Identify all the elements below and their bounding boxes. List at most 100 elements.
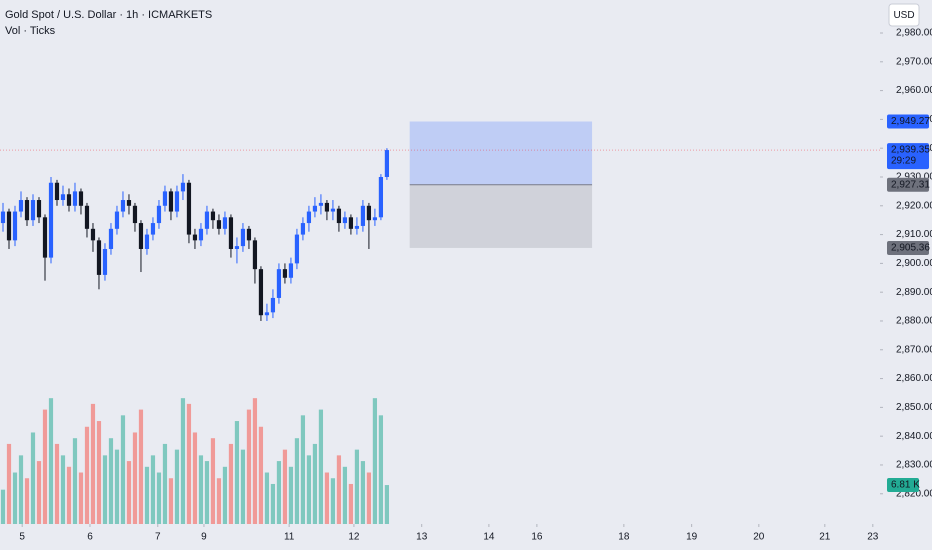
volume-bar [300,415,306,524]
candle-body [18,200,24,212]
candle-body [6,211,12,241]
volume-bar [264,472,270,524]
x-tick-label: 23 [867,532,879,543]
volume-bar [378,415,384,524]
candle-body [114,211,120,229]
target-price-tag-box [887,114,929,129]
x-tick-label: 5 [19,532,25,543]
candle-body [180,182,186,192]
volume-bar [102,455,108,524]
candle-body [246,228,252,241]
volume-bar [372,398,378,524]
current-price-box [887,143,929,170]
x-tick-label: 20 [753,532,765,543]
entry-price-tag-box [887,177,929,192]
x-tick-label: 7 [155,532,161,543]
volume-bar [288,466,294,524]
volume-bar [360,461,366,524]
candle-body [84,205,90,229]
volume-tag-box [887,478,919,493]
candle-body [174,191,180,212]
chart-title: Gold Spot / U.S. Dollar · 1h · ICMARKETS [5,9,212,21]
candle-body [42,217,48,258]
y-tick-label: 2,860.00 [896,373,932,384]
volume-bar [222,466,228,524]
candle-body [240,228,246,247]
volume-bar [78,472,84,524]
volume-bar [324,472,330,524]
candle-body [204,211,210,229]
volume-bar [114,449,120,524]
candle-body [162,191,168,206]
volume-bar [348,483,354,524]
volume-bar [150,455,156,524]
candle-body [120,200,126,212]
candle-body [72,191,78,206]
candle-body [30,200,36,221]
volume-bar [84,426,90,524]
candle-body [318,202,324,206]
y-tick-label: 2,820.00 [896,488,932,499]
volume-bar [168,478,174,524]
volume-bar [0,489,6,524]
candle-body [126,200,132,206]
volume-bar [330,478,336,524]
candle-body [222,217,228,229]
candle-body [264,312,270,316]
volume-bar [156,472,162,524]
y-tick-label: 2,930.00 [896,172,932,183]
currency-button[interactable] [888,3,920,27]
volume-bar [24,478,30,524]
currency-label: USD [893,10,914,21]
volume-bar [180,398,186,524]
volume-bar [144,466,150,524]
volume-bar [258,426,264,524]
candle-body [138,223,144,249]
volume-bar [312,443,318,524]
x-tick-label: 21 [819,532,831,543]
current-price-tag: 2,939.35 [891,145,930,156]
volume-bar [354,449,360,524]
volume-bar [198,455,204,524]
volume-bar [210,438,216,524]
volume-bar [270,483,276,524]
candle-body [324,202,330,212]
candle-body [108,228,114,249]
volume-bar [318,409,324,524]
y-tick-label: 2,900.00 [896,258,932,269]
volume-bar [30,432,36,524]
candle-body [330,208,336,212]
candle-body [90,228,96,241]
volume-bar [18,455,24,524]
candle-body [156,205,162,224]
volume-bar [204,461,210,524]
volume-bar [162,443,168,524]
candle-body [186,182,192,235]
volume-bar [276,461,282,524]
stop-price-tag: 2,905.36 [891,243,930,254]
candle-body [234,246,240,249]
y-tick-label: 2,890.00 [896,287,932,298]
y-tick-label: 2,840.00 [896,431,932,442]
x-tick-label: 13 [416,532,428,543]
volume-bar [60,455,66,524]
volume-bar [234,421,240,524]
candle-body [282,269,288,278]
volume-bar [132,432,138,524]
candle-body [366,205,372,221]
volume-bar [216,478,222,524]
y-tick-label: 2,970.00 [896,56,932,67]
x-tick-label: 12 [348,532,360,543]
y-tick-label: 2,980.00 [896,28,932,39]
stop-price-tag-box [887,240,929,255]
x-tick-label: 18 [618,532,630,543]
candle-body [96,240,102,275]
candle-body [252,240,258,270]
x-tick-label: 14 [483,532,495,543]
volume-bar [192,432,198,524]
candle-body [54,182,60,201]
candle-body [384,150,390,177]
x-tick-label: 6 [87,532,93,543]
volume-bar [42,409,48,524]
